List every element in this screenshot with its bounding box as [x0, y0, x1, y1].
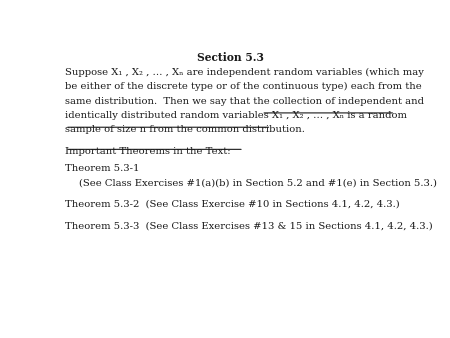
Text: Important Theorems in the Text:: Important Theorems in the Text:	[65, 147, 230, 156]
Text: be either of the discrete type or of the continuous type) each from the: be either of the discrete type or of the…	[65, 82, 422, 91]
Text: sample of size n from the common distribution.: sample of size n from the common distrib…	[65, 125, 305, 134]
Text: Section 5.3: Section 5.3	[197, 52, 264, 63]
Text: Theorem 5.3-1: Theorem 5.3-1	[65, 164, 140, 173]
Text: Theorem 5.3-3  (See Class Exercises #13 & 15 in Sections 4.1, 4.2, 4.3.): Theorem 5.3-3 (See Class Exercises #13 &…	[65, 221, 433, 231]
Text: identically distributed random variables X₁ , X₂ , … , Xₙ is a random: identically distributed random variables…	[65, 111, 407, 120]
Text: (See Class Exercises #1(a)(b) in Section 5.2 and #1(e) in Section 5.3.): (See Class Exercises #1(a)(b) in Section…	[79, 178, 437, 188]
Text: Theorem 5.3-2  (See Class Exercise #10 in Sections 4.1, 4.2, 4.3.): Theorem 5.3-2 (See Class Exercise #10 in…	[65, 199, 400, 208]
Text: Suppose X₁ , X₂ , … , Xₙ are independent random variables (which may: Suppose X₁ , X₂ , … , Xₙ are independent…	[65, 68, 424, 77]
Text: same distribution.  Then we say that the collection of independent and: same distribution. Then we say that the …	[65, 97, 424, 105]
